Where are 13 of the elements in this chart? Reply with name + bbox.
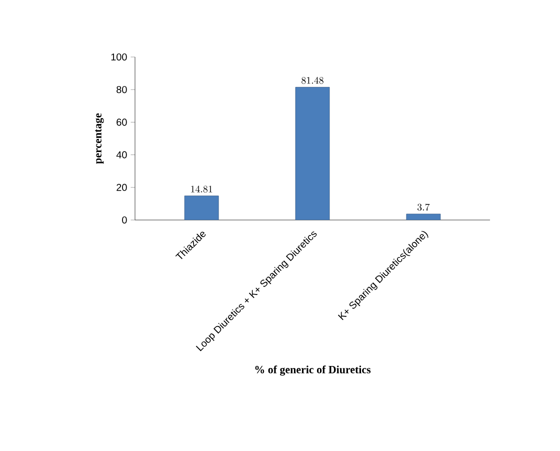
y-tick-label: 100	[111, 53, 127, 61]
data-label: 3.7	[417, 204, 430, 211]
data-label: 14.81	[191, 186, 212, 193]
y-axis-title: percentage	[95, 113, 104, 164]
bar	[184, 196, 219, 220]
y-tick-label: 0	[122, 216, 127, 224]
y-tick-label: 20	[116, 184, 127, 191]
data-label: 81 .48	[302, 76, 324, 84]
x-axis-title: % of generic of Diuretics	[255, 365, 371, 376]
y-tick-label: 40	[116, 151, 127, 158]
y-tick-label: 60	[116, 118, 127, 126]
y-tick-label: 80	[116, 86, 127, 94]
bar	[295, 86, 330, 220]
